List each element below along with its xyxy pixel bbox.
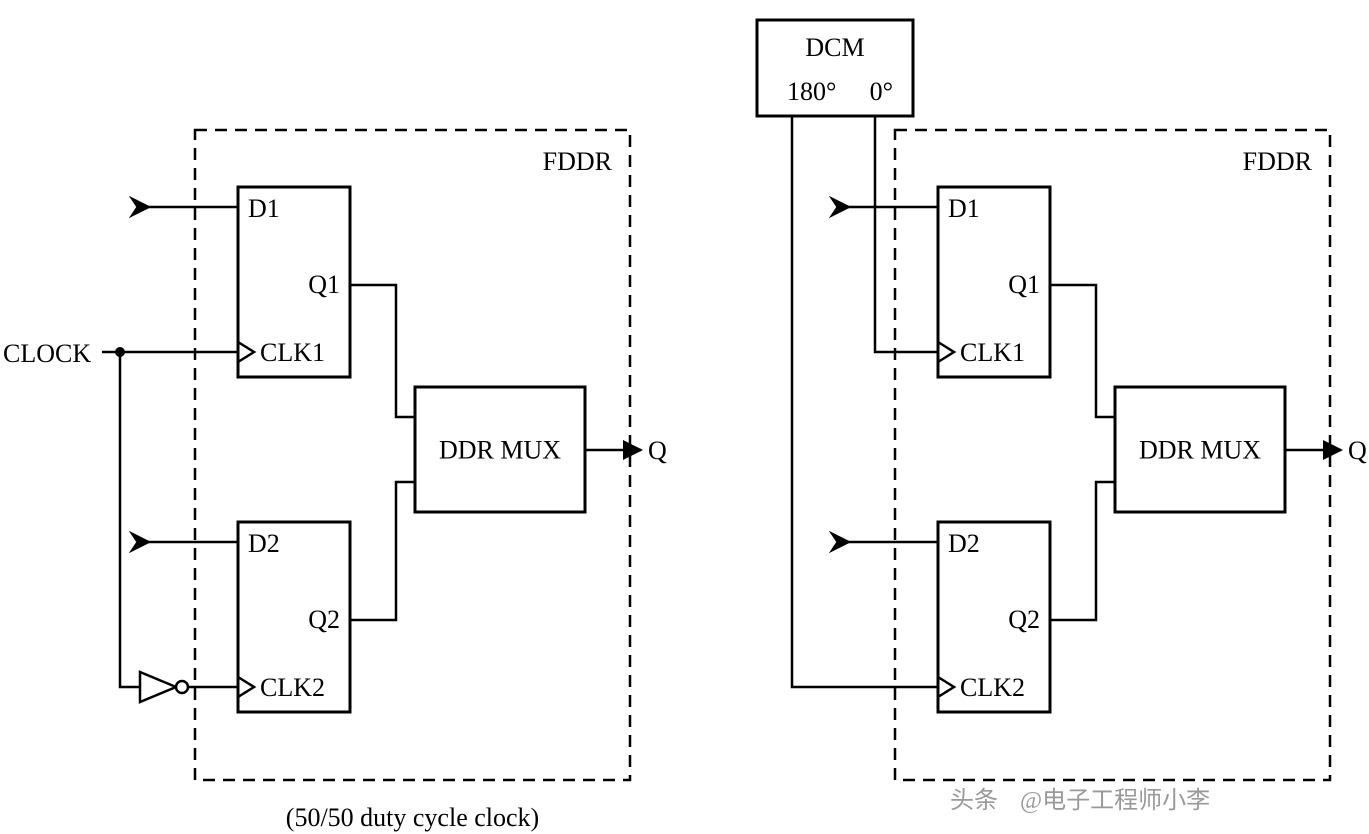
svg-text:Q1: Q1 xyxy=(1008,270,1040,299)
watermark-2: @电子工程师小李 xyxy=(1020,787,1210,814)
svg-text:FDDR: FDDR xyxy=(543,147,613,176)
circuit-diagram: FDDR D1 Q1 CLK1 D2 Q2 CLK2 DDR MUX Q CLOCK (50/50 … xyxy=(0,0,1369,834)
svg-text:DCM: DCM xyxy=(805,33,864,62)
svg-text:CLK2: CLK2 xyxy=(260,673,325,702)
svg-text:Q2: Q2 xyxy=(1008,605,1040,634)
svg-text:FDDR: FDDR xyxy=(1243,147,1313,176)
svg-text:CLK1: CLK1 xyxy=(260,338,325,367)
svg-text:D2: D2 xyxy=(248,529,280,558)
svg-text:Q1: Q1 xyxy=(308,270,340,299)
svg-text:0°: 0° xyxy=(870,77,893,106)
svg-text:D1: D1 xyxy=(948,194,980,223)
svg-text:Q: Q xyxy=(648,436,667,465)
svg-text:CLOCK: CLOCK xyxy=(3,339,91,368)
watermark-1: 头条 xyxy=(950,787,998,814)
svg-text:Q2: Q2 xyxy=(308,605,340,634)
svg-text:D1: D1 xyxy=(248,194,280,223)
svg-text:CLK2: CLK2 xyxy=(960,673,1025,702)
svg-text:Q: Q xyxy=(1348,436,1367,465)
svg-text:DDR MUX: DDR MUX xyxy=(1139,436,1261,465)
svg-text:180°: 180° xyxy=(787,77,836,106)
svg-text:DDR MUX: DDR MUX xyxy=(439,436,561,465)
svg-text:(50/50 duty cycle clock): (50/50 duty cycle clock) xyxy=(286,803,539,832)
svg-text:D2: D2 xyxy=(948,529,980,558)
svg-text:CLK1: CLK1 xyxy=(960,338,1025,367)
